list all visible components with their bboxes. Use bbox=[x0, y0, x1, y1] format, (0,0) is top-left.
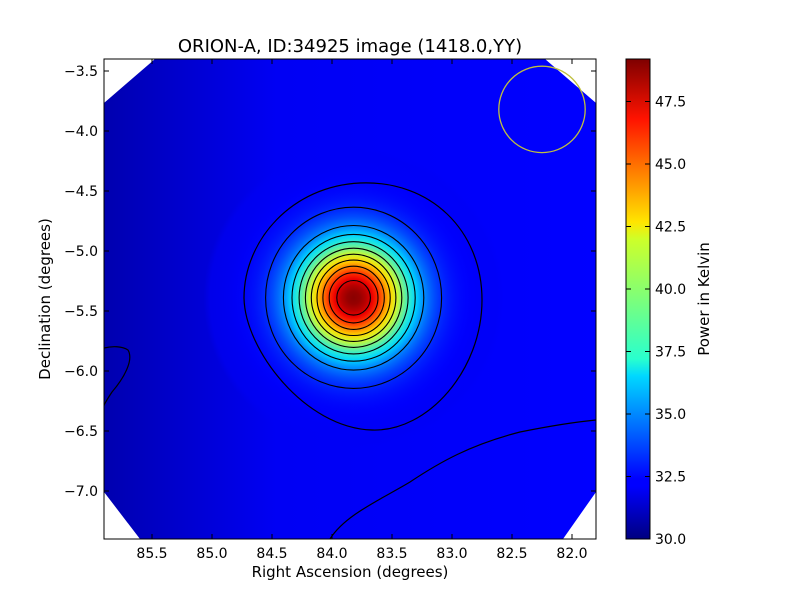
x-tick-label: 84.0 bbox=[316, 546, 347, 562]
x-tick-label: 83.0 bbox=[436, 546, 467, 562]
contour-ring bbox=[304, 247, 403, 348]
y-tick-label: −4.0 bbox=[64, 124, 98, 140]
contour-ring bbox=[298, 241, 409, 355]
x-tick-label: 84.5 bbox=[256, 546, 287, 562]
colorbar-bar bbox=[625, 58, 651, 540]
colorbar-tick-label: 30.0 bbox=[655, 532, 686, 548]
x-axis-label: Right Ascension (degrees) bbox=[252, 563, 449, 581]
contour-ring bbox=[282, 224, 425, 371]
contour-ring bbox=[265, 206, 443, 389]
colorbar-ticks: 30.0 32.5 35.0 37.5 40.0 42.5 45.0 47.5 bbox=[626, 95, 686, 548]
y-axis-label: Declination (degrees) bbox=[36, 218, 54, 380]
heatmap-plot: 85.5 85.0 84.5 84.0 83.5 83.0 82.5 82.0 −3.5 −4.… bbox=[64, 58, 597, 562]
x-tick-label: 85.5 bbox=[136, 546, 167, 562]
contour-lines bbox=[104, 182, 596, 539]
contour-lower-right bbox=[329, 419, 596, 539]
colorbar-tick-label: 47.5 bbox=[655, 95, 686, 111]
heatmap-image bbox=[104, 59, 596, 539]
y-tick-label: −6.0 bbox=[64, 364, 98, 380]
y-tick-label: −5.5 bbox=[64, 304, 98, 320]
colorbar-tick-label: 37.5 bbox=[655, 345, 686, 361]
x-tick-label: 85.0 bbox=[196, 546, 227, 562]
x-tick-label: 83.5 bbox=[376, 546, 407, 562]
contour-ring bbox=[328, 272, 379, 324]
colorbar: 30.0 32.5 35.0 37.5 40.0 42.5 45.0 47.5 Power i… bbox=[625, 58, 713, 548]
colorbar-tick-label: 42.5 bbox=[655, 220, 686, 236]
y-tick-label: −7.0 bbox=[64, 484, 98, 500]
y-tick-label: −5.0 bbox=[64, 244, 98, 260]
contour-left-edge bbox=[104, 346, 131, 407]
colorbar-tick-label: 45.0 bbox=[655, 157, 686, 173]
contour-ring bbox=[291, 233, 416, 362]
y-tick-label: −3.5 bbox=[64, 64, 98, 80]
y-tick-label: −4.5 bbox=[64, 184, 98, 200]
beam-circle bbox=[498, 65, 586, 154]
concentric-contours bbox=[265, 206, 443, 389]
contour-ring bbox=[322, 265, 385, 330]
plot-frame bbox=[103, 58, 597, 540]
chart-title: ORION-A, ID:34925 image (1418.0,YY) bbox=[178, 36, 522, 57]
outer-contour-main bbox=[243, 182, 483, 431]
x-axis-ticks: 85.5 85.0 84.5 84.0 83.5 83.0 82.5 82.0 bbox=[136, 59, 588, 562]
x-tick-label: 82.5 bbox=[496, 546, 527, 562]
colorbar-label: Power in Kelvin bbox=[695, 242, 713, 356]
y-axis-ticks: −3.5 −4.0 −4.5 −5.0 −5.5 −6.0 −6.5 −7.0 bbox=[64, 64, 596, 500]
colorbar-tick-label: 32.5 bbox=[655, 470, 686, 486]
colorbar-tick-label: 40.0 bbox=[655, 282, 686, 298]
colorbar-tick-label: 35.0 bbox=[655, 407, 686, 423]
contour-ring bbox=[336, 279, 371, 316]
contour-ring bbox=[316, 259, 391, 337]
contour-ring bbox=[310, 253, 397, 342]
x-tick-label: 82.0 bbox=[556, 546, 587, 562]
y-tick-label: −6.5 bbox=[64, 424, 98, 440]
source-glow bbox=[203, 147, 504, 448]
